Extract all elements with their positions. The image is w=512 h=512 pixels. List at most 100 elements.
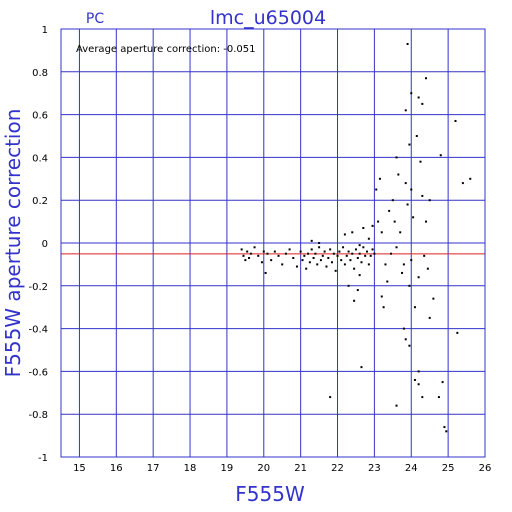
data-point: [419, 160, 422, 163]
x-tick-label: 26: [479, 463, 492, 474]
y-tick-label: -0.2: [28, 282, 48, 293]
data-point: [382, 306, 385, 309]
x-axis-label: F555W: [235, 482, 305, 506]
data-point: [413, 306, 416, 309]
data-point: [340, 259, 343, 262]
data-point: [377, 220, 380, 223]
data-point: [461, 182, 464, 185]
x-tick-label: 16: [110, 463, 123, 474]
data-point: [443, 426, 446, 429]
data-point: [273, 250, 276, 253]
y-axis-label: F555W aperture correction: [1, 109, 25, 378]
data-point: [415, 135, 418, 137]
x-tick-label: 17: [147, 463, 160, 474]
data-point: [318, 242, 321, 244]
x-tick-label: 24: [405, 463, 418, 474]
data-points: [240, 42, 472, 433]
data-point: [307, 252, 310, 255]
data-point: [469, 177, 472, 180]
data-point: [303, 254, 306, 257]
data-point: [240, 248, 243, 251]
x-tick-label: 19: [221, 463, 234, 474]
data-point: [408, 344, 411, 347]
data-point: [270, 259, 273, 262]
data-point: [330, 261, 333, 264]
data-point: [402, 327, 405, 330]
y-tick-label: 0.4: [32, 153, 48, 164]
data-point: [244, 259, 247, 262]
data-point: [406, 203, 409, 206]
data-point: [342, 246, 345, 249]
data-point: [410, 188, 413, 191]
data-point: [373, 252, 376, 255]
data-point: [310, 248, 313, 251]
data-point: [384, 263, 387, 266]
data-point: [249, 252, 252, 255]
data-point: [257, 254, 260, 257]
data-point: [408, 143, 411, 146]
data-point: [456, 331, 459, 334]
data-point: [367, 237, 370, 240]
plot-frame: [60, 28, 486, 458]
data-point: [425, 77, 428, 80]
data-point: [406, 42, 409, 45]
data-point: [319, 259, 322, 262]
data-point: [327, 256, 330, 259]
data-point: [264, 271, 267, 274]
data-point: [325, 265, 328, 268]
y-tick-label: 0.6: [32, 111, 48, 122]
data-point: [262, 250, 265, 253]
data-point: [292, 256, 295, 259]
data-point: [425, 220, 428, 223]
data-point: [305, 267, 308, 270]
data-point: [399, 231, 402, 234]
data-point: [421, 396, 424, 399]
data-point: [408, 284, 411, 287]
data-point: [395, 156, 398, 159]
data-point: [428, 316, 431, 319]
data-point: [266, 252, 269, 255]
data-point: [367, 263, 370, 266]
data-point: [321, 254, 324, 257]
data-point: [362, 246, 365, 249]
average-correction-annotation: Average aperture correction: -0.051: [76, 44, 256, 55]
x-tick-label: 22: [331, 463, 344, 474]
data-point: [395, 246, 398, 249]
data-point: [410, 92, 413, 95]
data-point: [413, 378, 416, 381]
data-point: [441, 381, 444, 384]
data-point: [404, 109, 407, 112]
data-point: [360, 366, 363, 369]
data-point: [336, 254, 339, 257]
data-point: [421, 102, 424, 105]
data-point: [417, 96, 420, 99]
x-tick-label: 15: [73, 463, 86, 474]
data-point: [358, 252, 361, 255]
data-point: [364, 254, 367, 257]
data-point: [371, 224, 374, 227]
y-tick-label: 0: [42, 239, 48, 250]
data-point: [369, 254, 372, 257]
data-point: [386, 280, 389, 283]
data-point: [360, 261, 363, 264]
data-point: [316, 263, 319, 266]
data-point: [338, 250, 341, 253]
data-point: [299, 250, 302, 253]
data-point: [318, 246, 321, 249]
data-point: [288, 248, 291, 251]
data-point: [334, 269, 337, 272]
data-point: [329, 248, 332, 251]
data-point: [454, 120, 457, 123]
data-point: [362, 227, 365, 230]
data-point: [301, 259, 304, 262]
data-point: [375, 188, 378, 191]
y-tick-label: -0.8: [28, 410, 48, 421]
x-tick-labels: 15 16 17 18 19 20 21 22 23 24 25 26: [73, 463, 491, 474]
y-tick-label: -0.4: [28, 325, 48, 336]
data-point: [417, 276, 420, 279]
data-point: [332, 252, 335, 255]
data-point: [395, 404, 398, 407]
data-point: [323, 250, 326, 253]
x-tick-label: 20: [257, 463, 270, 474]
